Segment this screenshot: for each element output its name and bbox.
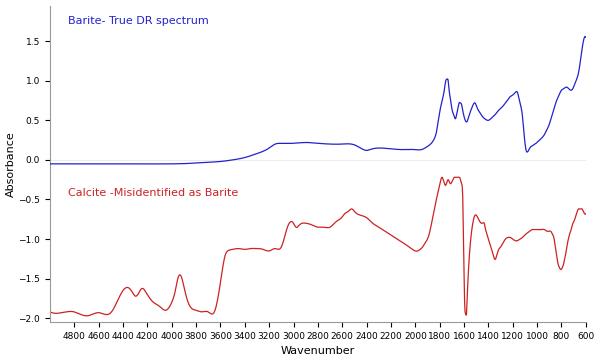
Text: Barite- True DR spectrum: Barite- True DR spectrum: [68, 16, 209, 26]
Y-axis label: Absorbance: Absorbance: [5, 131, 16, 197]
X-axis label: Wavenumber: Wavenumber: [281, 346, 355, 357]
Text: Calcite -Misidentified as Barite: Calcite -Misidentified as Barite: [68, 188, 238, 198]
